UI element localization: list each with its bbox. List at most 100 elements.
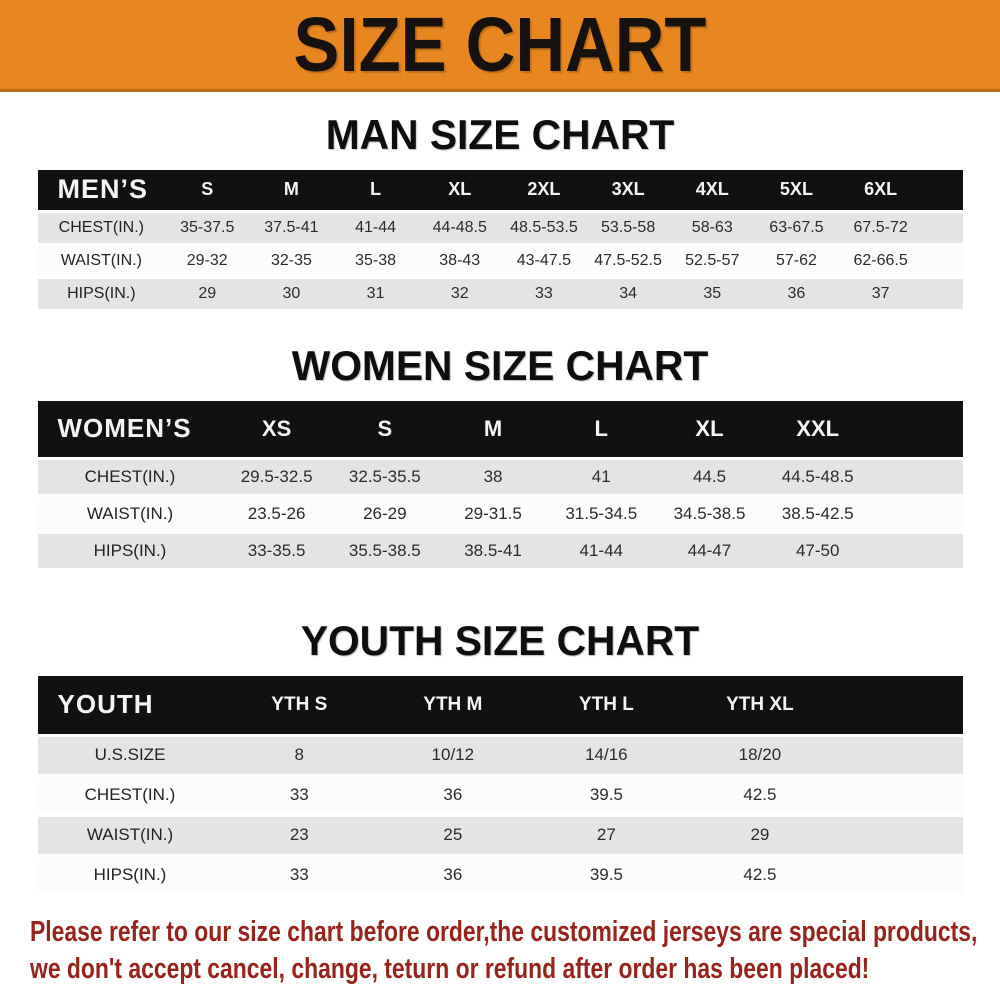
table-header-row: WOMEN’S XS S M L XL XXL [37,400,963,460]
size-value-cell: 42.5 [683,775,837,817]
size-value-cell: 35-38 [333,244,418,279]
filler-cell [836,815,963,857]
size-value-cell: 43-47.5 [501,244,586,279]
size-value-cell: 33 [222,855,377,897]
row-label: HIPS(IN.) [37,532,223,571]
column-header: XL [655,400,764,460]
size-value-cell: 38 [438,458,548,497]
size-value-cell: 37 [838,277,923,312]
size-value-cell: 41 [547,458,656,497]
size-value-cell: 29-31.5 [438,495,548,534]
size-value-cell: 67.5-72 [838,211,923,246]
size-value-cell: 29 [683,815,837,857]
filler-cell [922,277,963,312]
column-header: YTH L [529,676,684,737]
table-row: CHEST(IN.) 33 36 39.5 42.5 [37,775,963,817]
column-header: L [547,400,656,460]
size-value-cell: 38-43 [417,244,502,279]
row-label: CHEST(IN.) [37,458,223,497]
size-value-cell: 26-29 [330,495,439,534]
size-value-cell: 29 [165,277,250,312]
size-value-cell: 47-50 [763,532,872,571]
footnote-line-2: we don't accept cancel, change, teturn o… [30,952,870,985]
size-value-cell: 35 [670,277,755,312]
size-value-cell: 38.5-41 [438,532,548,571]
table-row: CHEST(IN.) 29.5-32.5 32.5-35.5 38 41 44.5 44.5… [37,458,963,497]
table-row: HIPS(IN.) 33 36 39.5 42.5 [37,855,963,897]
table-row: CHEST(IN.) 35-37.5 37.5-41 41-44 44-48.5 48.5… [37,211,963,246]
size-value-cell: 63-67.5 [754,211,839,246]
column-header: L [333,170,418,213]
banner-title: SIZE CHART [293,0,707,88]
table-row: HIPS(IN.) 33-35.5 35.5-38.5 38.5-41 41-44 44-… [37,532,963,571]
size-value-cell: 31 [333,277,418,312]
size-value-cell: 10/12 [376,735,530,777]
column-header: S [330,400,439,460]
filler-cell [871,458,963,497]
column-header: YTH XL [683,676,837,737]
column-header: XXL [763,400,872,460]
column-header: M [249,170,334,213]
filler-cell [922,170,963,213]
size-value-cell: 33 [501,277,586,312]
filler-cell [836,676,963,737]
size-value-cell: 47.5-52.5 [586,244,671,279]
size-value-cell: 34 [586,277,671,312]
size-value-cell: 33 [222,775,377,817]
banner: SIZE CHART [0,0,1000,92]
footnote: Please refer to our size chart before or… [30,914,1000,988]
size-value-cell: 34.5-38.5 [655,495,764,534]
column-header: XL [417,170,502,213]
size-value-cell: 53.5-58 [586,211,671,246]
row-label: U.S.SIZE [37,735,223,777]
filler-cell [922,211,963,246]
size-value-cell: 32.5-35.5 [330,458,439,497]
filler-cell [836,775,963,817]
section-youth: YOUTH SIZE CHART YOUTH YTH S YTH M YTH L YTH… [0,619,1000,897]
size-value-cell: 35-37.5 [165,211,250,246]
size-value-cell: 32-35 [249,244,334,279]
filler-cell [922,244,963,279]
size-value-cell: 44.5-48.5 [763,458,872,497]
size-value-cell: 25 [376,815,530,857]
table-row: HIPS(IN.) 29 30 31 32 33 34 35 36 37 [37,277,963,312]
size-value-cell: 35.5-38.5 [330,532,439,571]
column-header: M [438,400,548,460]
column-header: 4XL [670,170,755,213]
column-header: 5XL [754,170,839,213]
table-header-row: MEN’S S M L XL 2XL 3XL 4XL 5XL 6XL [37,170,963,213]
size-value-cell: 33-35.5 [222,532,331,571]
column-header: XS [222,400,331,460]
size-value-cell: 31.5-34.5 [547,495,656,534]
size-value-cell: 52.5-57 [670,244,755,279]
section-heading-women: WOMEN SIZE CHART [291,341,709,389]
section-men: MAN SIZE CHART MEN’S S M L XL 2XL 3XL 4XL 5XL 6XL… [0,113,1000,312]
size-charts: MAN SIZE CHART MEN’S S M L XL 2XL 3XL 4XL 5XL 6XL… [0,113,1000,897]
size-value-cell: 42.5 [683,855,837,897]
youth-size-table: YOUTH YTH S YTH M YTH L YTH XL U.S.SIZE 8 10/1… [37,676,963,897]
table-row: WAIST(IN.) 23 25 27 29 [37,815,963,857]
size-value-cell: 18/20 [683,735,837,777]
table-header-row: YOUTH YTH S YTH M YTH L YTH XL [37,676,963,737]
size-value-cell: 30 [249,277,334,312]
row-label: HIPS(IN.) [37,277,166,312]
column-header: YTH M [376,676,530,737]
size-value-cell: 44-48.5 [417,211,502,246]
table-row: U.S.SIZE 8 10/12 14/16 18/20 [37,735,963,777]
filler-cell [836,735,963,777]
corner-label: WOMEN’S [37,400,223,460]
size-value-cell: 32 [417,277,502,312]
row-label: WAIST(IN.) [37,495,223,534]
row-label: WAIST(IN.) [37,244,166,279]
row-label: CHEST(IN.) [37,775,223,817]
size-value-cell: 29.5-32.5 [222,458,331,497]
women-size-table: WOMEN’S XS S M L XL XXL CHEST(IN.) 29.5-32.5 32.… [37,400,963,571]
size-value-cell: 36 [376,855,530,897]
row-label: HIPS(IN.) [37,855,223,897]
section-women: WOMEN SIZE CHART WOMEN’S XS S M L XL XXL CHEST… [0,341,1000,571]
size-value-cell: 23 [222,815,377,857]
size-value-cell: 27 [529,815,684,857]
size-value-cell: 44.5 [655,458,764,497]
corner-label: YOUTH [37,676,223,737]
size-value-cell: 57-62 [754,244,839,279]
